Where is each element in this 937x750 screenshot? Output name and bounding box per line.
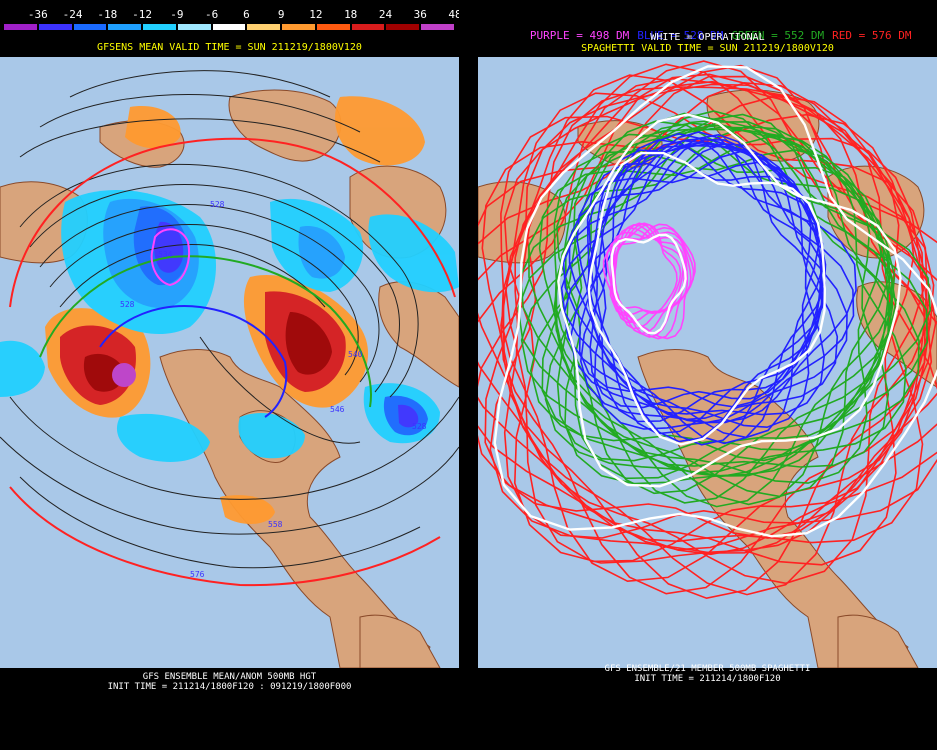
spaghetti-map-graphic bbox=[478, 60, 937, 668]
left-panel-title: GFSENS MEAN VALID TIME = SUN 211219/1800… bbox=[97, 42, 362, 53]
colorbar-swatch bbox=[385, 23, 421, 31]
legend-blue: BLUE = 528 DM bbox=[637, 29, 724, 42]
contour-576-red bbox=[9, 486, 441, 587]
mean-anomaly-map-graphic: 534 528 540 528 546 558 576 528 bbox=[0, 70, 459, 668]
contour-528-member bbox=[560, 137, 826, 416]
operational-contour bbox=[493, 65, 937, 538]
contour-498-member bbox=[602, 223, 696, 340]
operational-contour bbox=[557, 113, 902, 488]
panel-divider bbox=[459, 0, 478, 750]
contour-498-member bbox=[606, 226, 695, 340]
spaghetti-panel: PURPLE = 498 DM BLUE = 528 DM GREEN = 552 … bbox=[478, 0, 937, 750]
colorbar-swatch bbox=[211, 23, 247, 31]
contour-576-member bbox=[484, 64, 933, 539]
contour-498-member bbox=[610, 231, 692, 338]
contour-label: 540 bbox=[348, 350, 363, 359]
colorbar-label: -18 bbox=[97, 8, 118, 21]
contour-528-member bbox=[579, 143, 855, 424]
colorbar-swatch bbox=[3, 23, 38, 31]
colorbar-label: -24 bbox=[62, 8, 83, 21]
anomaly-colorbar: -36 -24 -18 -12 -9 -6 6 9 12 18 24 36 48 bbox=[3, 8, 459, 33]
colorbar-label: 12 bbox=[309, 8, 323, 21]
contour-528-member bbox=[563, 139, 839, 421]
legend-red: RED = 576 DM bbox=[832, 29, 912, 42]
contour-label: 528 bbox=[120, 300, 135, 309]
contour-552-member bbox=[553, 133, 890, 504]
colorbar-label: -6 bbox=[204, 8, 219, 21]
colorbar-label: 6 bbox=[243, 8, 250, 21]
colorbar-swatch bbox=[315, 23, 351, 31]
operational-contour bbox=[587, 151, 827, 446]
contour-label: 528 bbox=[412, 422, 427, 431]
right-footer-line-2: INIT TIME = 211214/1800F120 bbox=[634, 674, 781, 684]
right-panel-title: SPAGHETTI VALID TIME = SUN 211219/1800V1… bbox=[581, 43, 834, 54]
colorbar-label: 24 bbox=[378, 8, 393, 21]
contour-label: 534 bbox=[158, 250, 173, 259]
colorbar-label: 18 bbox=[344, 8, 358, 21]
colorbar-swatch bbox=[37, 23, 73, 31]
left-footer-line-1: GFS ENSEMBLE MEAN/ANOM 500MB HGT bbox=[142, 672, 317, 682]
colorbar-swatch bbox=[107, 23, 143, 31]
colorbar-swatch bbox=[246, 23, 282, 31]
contour-label: 558 bbox=[268, 520, 283, 529]
contour-576-member bbox=[478, 73, 924, 544]
contour-576-member bbox=[489, 83, 937, 554]
contour-552-green bbox=[39, 255, 372, 408]
colorbar-label: -9 bbox=[170, 8, 184, 21]
contour-528-blue bbox=[99, 305, 288, 418]
colorbar-label: 36 bbox=[413, 8, 427, 21]
colorbar-swatch bbox=[350, 23, 386, 31]
contour-552-member bbox=[538, 135, 894, 506]
colorbar-label: 48 bbox=[448, 8, 459, 21]
spaghetti-contours bbox=[478, 60, 937, 600]
contour-552-member bbox=[520, 122, 907, 474]
colorbar-swatch bbox=[281, 23, 316, 31]
colorbar-swatch bbox=[176, 23, 212, 31]
height-contours bbox=[0, 70, 459, 569]
right-footer-line-1: GFS ENSEMBLE/21 MEMBER 500MB SPAGHETTI bbox=[604, 664, 811, 674]
contour-576-member bbox=[478, 81, 925, 585]
contour-576-member bbox=[478, 77, 937, 551]
contour-576-member bbox=[478, 86, 937, 556]
legend-green: GREEN = 552 DM bbox=[731, 29, 825, 42]
contour-552-member bbox=[556, 124, 932, 485]
contour-576-member bbox=[481, 94, 930, 596]
contour-label: 546 bbox=[330, 405, 345, 414]
contour-498-purple bbox=[150, 228, 190, 287]
ensemble-mean-panel: -36 -24 -18 -12 -9 -6 6 9 12 18 24 36 48 GFSENS MEAN… bbox=[0, 0, 459, 750]
colorbar-label: 9 bbox=[277, 8, 285, 21]
operational-contour bbox=[610, 233, 687, 335]
contour-labels: 534 528 540 528 546 558 576 528 bbox=[120, 200, 427, 579]
colorbar-label: -36 bbox=[27, 8, 48, 21]
spaghetti-map bbox=[478, 57, 937, 668]
contour-label: 576 bbox=[190, 570, 205, 579]
ensemble-mean-map: 534 528 540 528 546 558 576 528 bbox=[0, 57, 459, 668]
contour-528-member bbox=[588, 141, 857, 430]
colorbar-label: -12 bbox=[132, 8, 152, 21]
left-footer-line-2: INIT TIME = 211214/1800F120 : 091219/180… bbox=[107, 682, 352, 692]
land-masses bbox=[0, 89, 459, 668]
contour-label: 528 bbox=[210, 200, 225, 209]
contour-576-member bbox=[505, 63, 935, 563]
contour-528-member bbox=[576, 150, 827, 445]
contour-552-member bbox=[517, 119, 890, 468]
contour-552-member bbox=[529, 128, 920, 478]
legend-purple: PURPLE = 498 DM bbox=[529, 29, 630, 42]
contour-576-red-north bbox=[9, 137, 456, 308]
colorbar-swatch bbox=[72, 23, 108, 31]
colorbar-swatch bbox=[420, 23, 455, 31]
operational-legend: WHITE = OPERATIONAL bbox=[650, 32, 765, 43]
spaghetti-legend: PURPLE = 498 DM BLUE = 528 DM GREEN = 552 … bbox=[478, 18, 937, 54]
colorbar-swatch bbox=[142, 23, 177, 31]
anomaly-shading bbox=[0, 96, 459, 524]
